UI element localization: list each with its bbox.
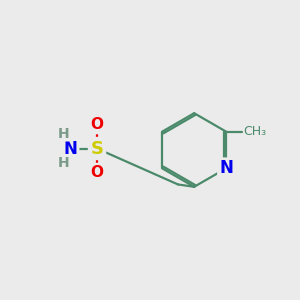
Text: O: O: [91, 165, 103, 180]
Text: H: H: [57, 127, 69, 141]
Text: N: N: [219, 159, 233, 177]
Text: N: N: [64, 140, 77, 158]
Text: H: H: [57, 156, 69, 170]
Text: CH₃: CH₃: [244, 125, 267, 138]
Text: S: S: [91, 140, 103, 158]
Text: O: O: [91, 118, 103, 133]
